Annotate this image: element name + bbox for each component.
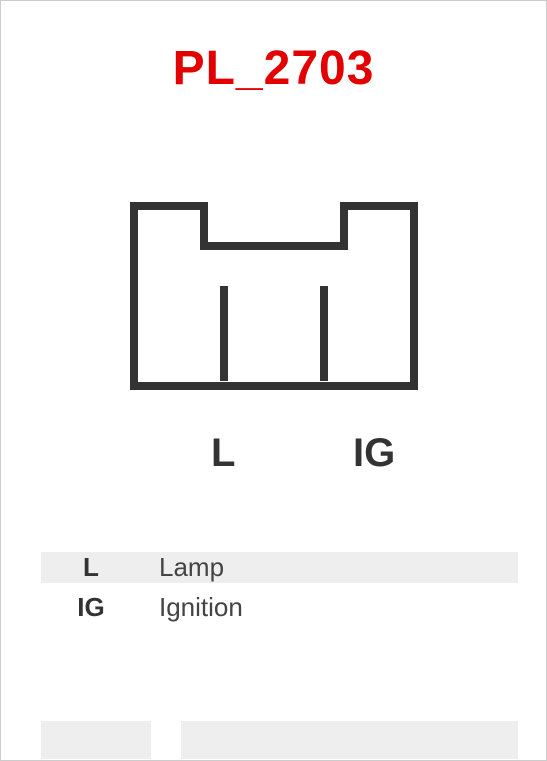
pin-label-ig: IG (353, 431, 395, 476)
legend-value: Ignition (151, 592, 518, 623)
legend-row: IG Ignition (41, 587, 518, 627)
legend-row (41, 627, 518, 667)
connector-body-path (134, 206, 414, 386)
bottom-cell-left (41, 721, 151, 759)
bottom-row (41, 721, 518, 759)
bottom-cell-right (181, 721, 518, 759)
legend-key: L (41, 552, 151, 583)
bottom-gap (151, 721, 181, 759)
legend-key: IG (41, 592, 151, 623)
diagram-title: PL_2703 (173, 41, 375, 96)
legend-row (41, 667, 518, 707)
legend-row: L Lamp (41, 547, 518, 587)
legend-table: L Lamp IG Ignition (41, 547, 518, 707)
connector-outline (129, 201, 419, 391)
pin-label-l: L (211, 431, 235, 476)
legend-value: Lamp (151, 552, 518, 583)
